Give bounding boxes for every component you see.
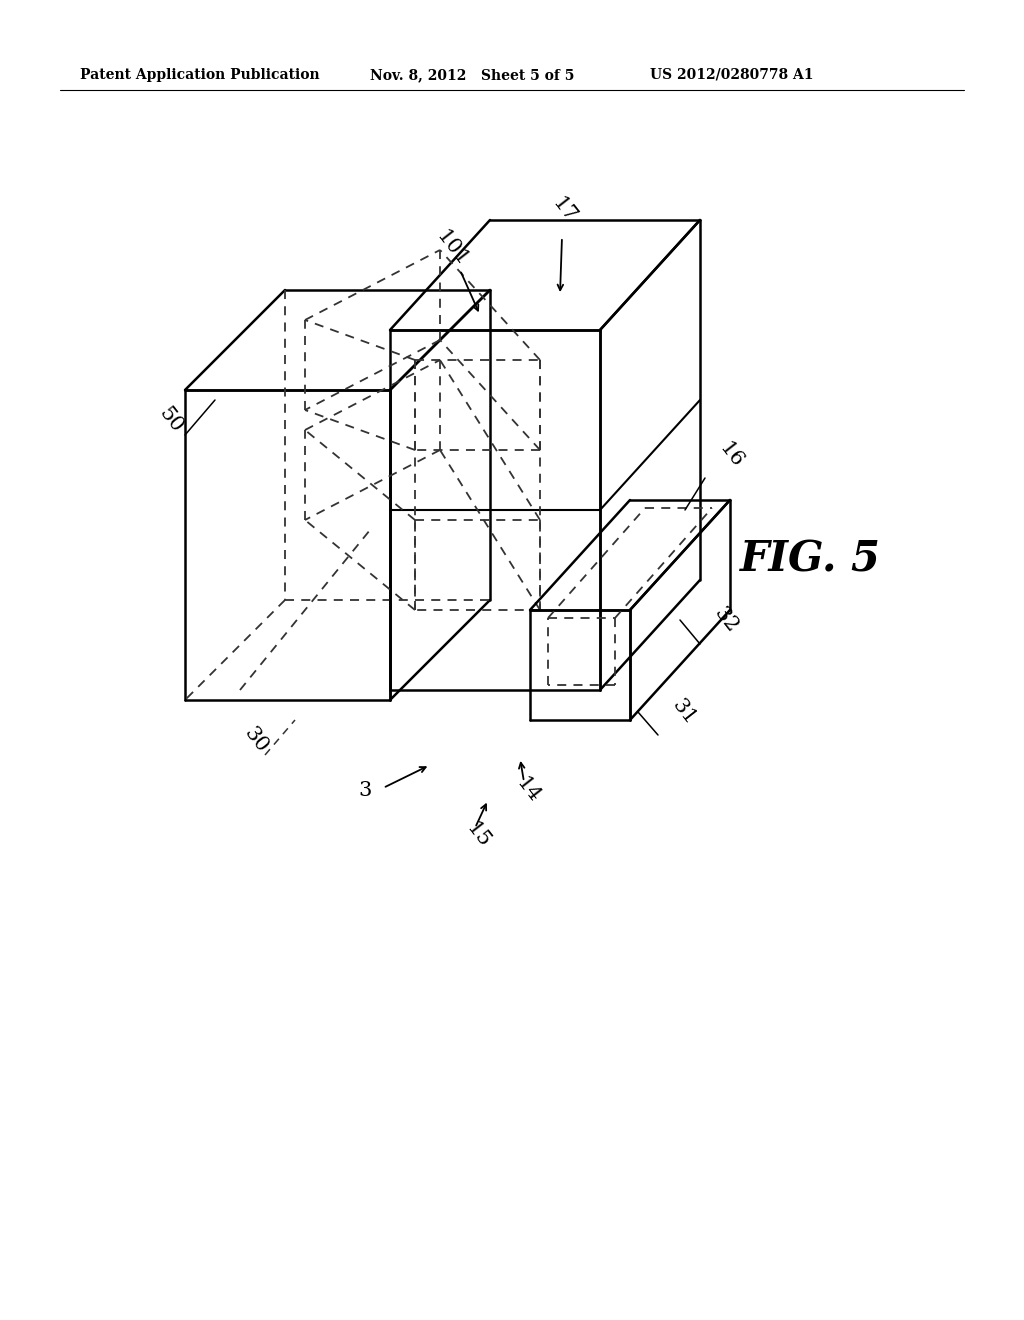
Text: 31: 31 bbox=[668, 696, 699, 729]
Text: 32: 32 bbox=[710, 603, 741, 636]
Text: FIG. 5: FIG. 5 bbox=[740, 539, 881, 581]
Text: 16: 16 bbox=[715, 438, 746, 471]
Text: 17: 17 bbox=[548, 194, 580, 226]
Text: US 2012/0280778 A1: US 2012/0280778 A1 bbox=[650, 69, 813, 82]
Text: 15: 15 bbox=[462, 818, 494, 851]
Text: 3: 3 bbox=[358, 780, 372, 800]
Text: Patent Application Publication: Patent Application Publication bbox=[80, 69, 319, 82]
Text: 101: 101 bbox=[432, 226, 472, 269]
Text: 14: 14 bbox=[512, 774, 544, 807]
Text: 50: 50 bbox=[155, 404, 186, 437]
Text: 30: 30 bbox=[240, 723, 271, 756]
Text: Nov. 8, 2012   Sheet 5 of 5: Nov. 8, 2012 Sheet 5 of 5 bbox=[370, 69, 574, 82]
